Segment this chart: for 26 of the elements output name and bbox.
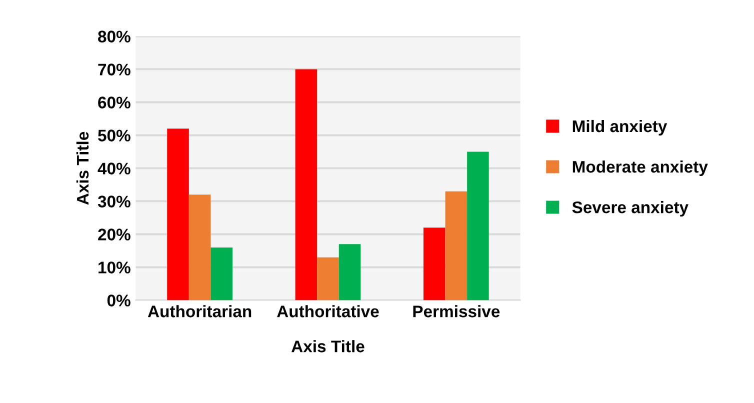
bar [467,152,489,300]
bar [338,244,361,300]
y-tick-label: 60% [98,96,130,108]
legend-label: Mild anxiety [572,120,668,136]
bar [188,194,211,300]
y-tick-label: 50% [98,130,130,142]
y-axis-title: Axis Title [76,132,89,205]
y-tick-label: 80% [98,30,130,42]
y-tick-label: 0% [107,294,130,306]
x-axis-title: Axis Title [292,340,364,352]
y-tick-label: 20% [98,228,130,240]
bar [445,191,468,300]
bar [317,257,339,300]
x-tick-label: Permissive [413,305,500,318]
y-tick-label: 40% [98,162,130,174]
bar [423,228,446,300]
y-tick-label: 10% [98,262,130,274]
legend-label: Moderate anxiety [572,160,708,176]
y-tick-label: 70% [98,64,130,76]
y-tick-label: 30% [98,196,130,208]
bar [167,128,189,300]
bar [295,69,318,300]
bar [210,247,232,300]
x-tick-label: Authoritative [277,305,379,318]
legend-label: Severe anxiety [572,201,688,217]
x-tick-label: Authoritarian [148,305,252,318]
